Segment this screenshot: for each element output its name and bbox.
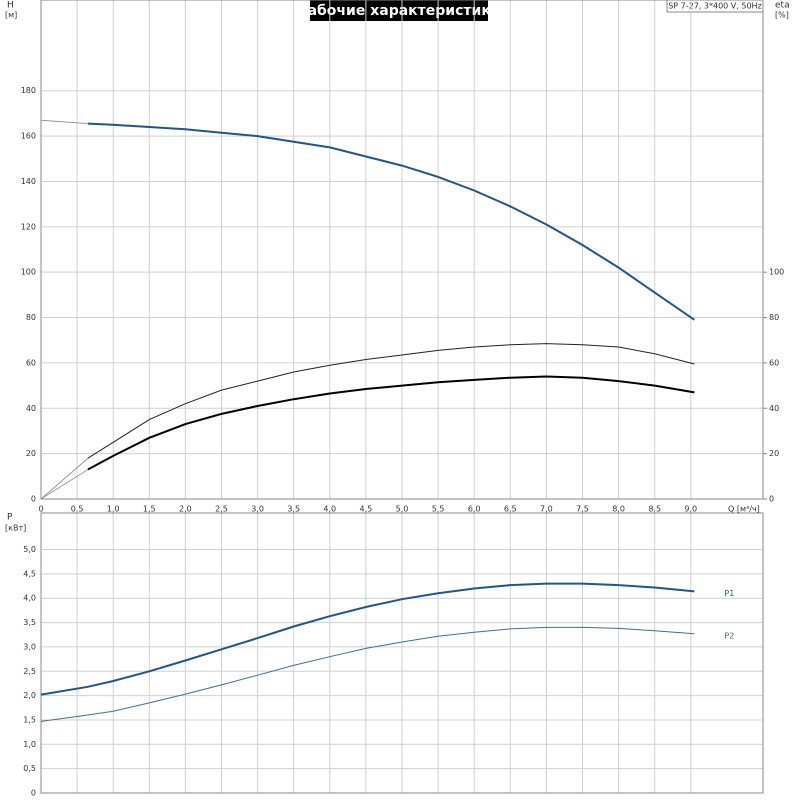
series-label: P1	[724, 589, 734, 598]
y-tick-label: 0	[31, 789, 36, 798]
x-axis-label: Q [м³/ч]	[728, 505, 760, 514]
y-tick-label: 4,0	[23, 594, 36, 603]
series-line	[87, 343, 695, 459]
x-tick-label: 0	[38, 505, 43, 514]
y-tick-label: 120	[21, 222, 36, 231]
y-tick-label: 3,5	[23, 618, 36, 627]
series-line	[40, 119, 88, 125]
y-tick-label: 80	[26, 313, 36, 322]
plot-frame	[40, 512, 764, 794]
y2-axis-unit: [%]	[775, 11, 789, 20]
x-tick-label: 3,0	[251, 505, 264, 514]
y-tick-label: 60	[26, 358, 36, 367]
y-tick-label: 1,5	[23, 715, 36, 724]
series-line	[40, 469, 89, 500]
y2-tick-label: 80	[769, 313, 779, 322]
y2-tick-label: 0	[769, 495, 774, 504]
series-line	[40, 582, 695, 696]
x-tick-label: 3,5	[287, 505, 300, 514]
y-axis-label: P	[7, 513, 13, 523]
series-line	[87, 122, 695, 321]
y-tick-label: 2,5	[23, 667, 36, 676]
y2-tick-label: 100	[769, 268, 784, 277]
series-label: P2	[724, 631, 734, 640]
y-tick-label: 160	[21, 132, 36, 141]
y-tick-label: 3,0	[23, 642, 36, 651]
x-tick-label: 2,5	[215, 505, 228, 514]
y2-tick-label: 20	[769, 449, 779, 458]
y-tick-label: 4,5	[23, 569, 36, 578]
y-tick-label: 140	[21, 177, 36, 186]
y-tick-label: 5,0	[23, 545, 36, 554]
plot-frame	[40, 0, 764, 500]
x-tick-label: 6,0	[468, 505, 481, 514]
y-axis-label: H	[7, 1, 14, 11]
x-tick-label: 4,5	[360, 505, 373, 514]
y-tick-label: 0	[31, 495, 36, 504]
x-tick-label: 5,0	[396, 505, 409, 514]
y-tick-label: 40	[26, 404, 36, 413]
x-tick-label: 0,5	[71, 505, 84, 514]
x-tick-label: 4,0	[323, 505, 336, 514]
y-tick-label: 180	[21, 86, 36, 95]
chart-subtitle: SP 7-27, 3*400 V, 50Hz	[668, 2, 762, 11]
x-tick-label: 2,0	[179, 505, 192, 514]
y-tick-label: 0,5	[23, 764, 36, 773]
x-tick-label: 1,0	[107, 505, 120, 514]
y-tick-label: 100	[21, 268, 36, 277]
x-tick-label: 1,5	[143, 505, 156, 514]
x-tick-label: 8,0	[612, 505, 625, 514]
series-line	[87, 375, 695, 471]
x-tick-label: 9,0	[684, 505, 697, 514]
x-tick-label: 6,5	[504, 505, 517, 514]
chart-title: Рабочие характеристики	[297, 3, 500, 19]
y-tick-label: 20	[26, 449, 36, 458]
y2-axis-label: eta	[775, 1, 790, 11]
title-box	[310, 0, 488, 21]
series-line	[40, 626, 695, 722]
y-axis-unit: [м]	[5, 11, 17, 20]
x-tick-label: 7,5	[576, 505, 589, 514]
y2-tick-label: 40	[769, 404, 779, 413]
series-line	[40, 457, 89, 500]
y-tick-label: 2,0	[23, 691, 36, 700]
x-tick-label: 5,5	[432, 505, 445, 514]
x-tick-label: 8,5	[648, 505, 661, 514]
x-tick-label: 7,0	[540, 505, 553, 514]
y2-tick-label: 60	[769, 358, 779, 367]
y-tick-label: 1,0	[23, 740, 36, 749]
y-axis-unit: [кВт]	[5, 524, 26, 533]
